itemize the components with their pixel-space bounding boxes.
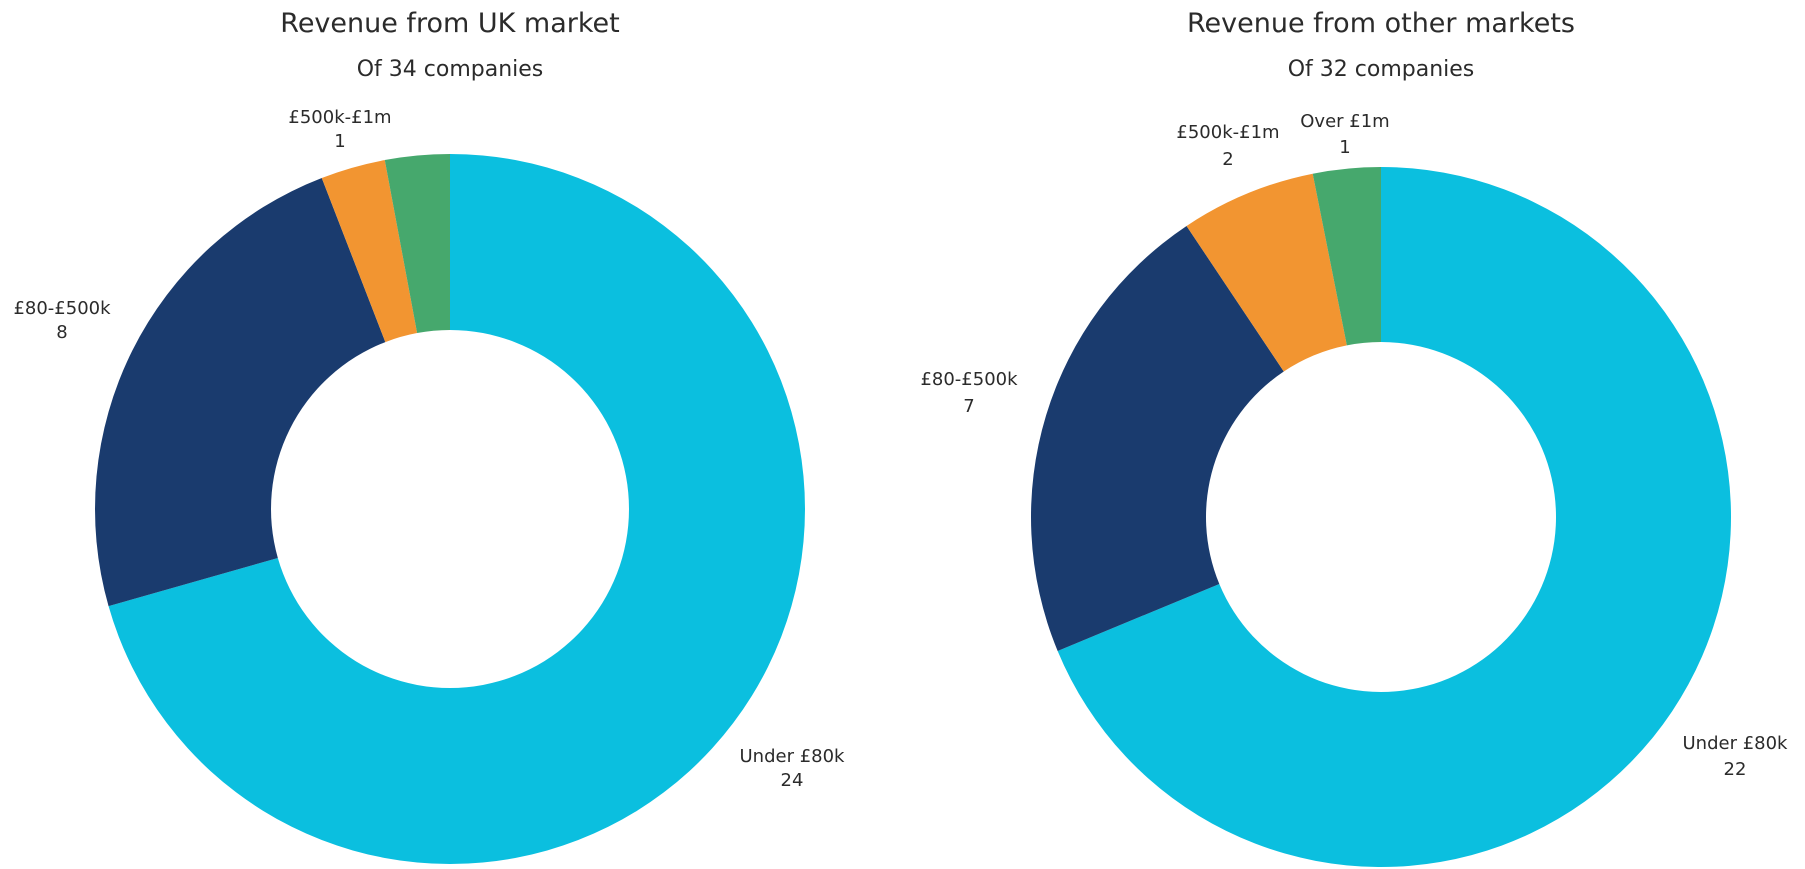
slice-under-80k (1057, 167, 1732, 867)
slice-label: Under £80k 24 (740, 746, 846, 791)
chart-other-markets: Revenue from other markets Of 32 compani… (920, 8, 1788, 867)
label-value: 24 (781, 770, 804, 791)
label-value: 1 (1339, 137, 1350, 158)
label-category: Under £80k (1683, 733, 1789, 754)
label-value: 7 (963, 396, 974, 417)
slice-over-1m (384, 154, 450, 334)
label-category: £80-£500k (13, 298, 111, 319)
chart-title: Revenue from UK market (280, 8, 619, 39)
slice-over-1m (1312, 167, 1381, 346)
chart-subtitle: Of 32 companies (1288, 57, 1475, 82)
label-category: £500k-£1m (288, 107, 391, 128)
chart-title: Revenue from other markets (1187, 8, 1575, 39)
slice-under-80k (108, 154, 805, 864)
slice-500k-1m (1186, 173, 1347, 372)
slice-label: Over £1m 1 (1300, 111, 1389, 158)
label-category: Over £1m (1300, 111, 1389, 132)
slice-label: £80-£500k 8 (13, 298, 111, 343)
slice-500k-1m (321, 160, 418, 343)
label-category: £500k-£1m (1176, 122, 1279, 143)
label-value: 2 (1222, 149, 1233, 170)
slice-80-500k (1031, 225, 1284, 651)
slice-80-500k (94, 177, 386, 607)
chart-uk: Revenue from UK market Of 34 companies U… (13, 8, 845, 864)
label-category: Under £80k (740, 746, 846, 767)
label-category: £80-£500k (920, 369, 1018, 390)
slices (1031, 167, 1732, 867)
slice-label: £500k-£1m 1 (288, 107, 391, 152)
slice-label: £500k-£1m 2 (1176, 122, 1279, 170)
slices (94, 154, 805, 864)
label-value: 1 (334, 131, 345, 152)
slice-label: £80-£500k 7 (920, 369, 1018, 417)
slice-label: Under £80k 22 (1683, 733, 1789, 780)
chart-subtitle: Of 34 companies (357, 57, 544, 82)
label-value: 8 (56, 322, 67, 343)
label-value: 22 (1724, 759, 1747, 780)
